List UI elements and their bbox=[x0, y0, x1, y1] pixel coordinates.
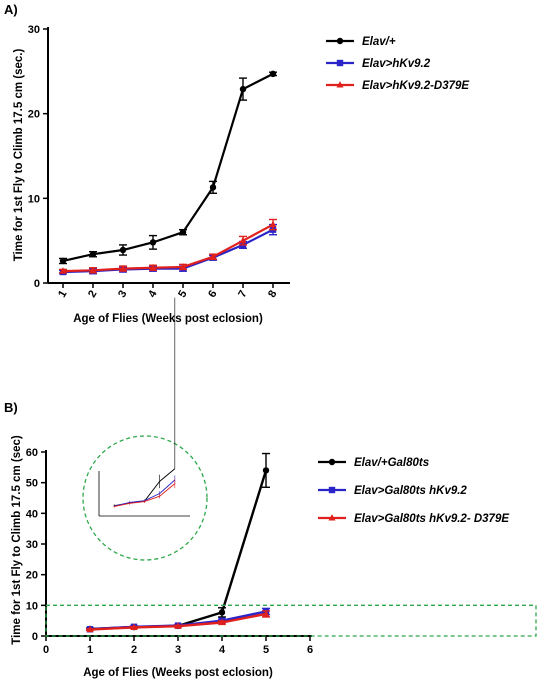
data-point bbox=[269, 220, 277, 228]
data-point bbox=[119, 264, 127, 272]
data-point bbox=[86, 625, 94, 633]
data-point bbox=[262, 467, 270, 474]
chart-a: Time for 1st Fly to Climb 17.5 cm (sec.)… bbox=[13, 24, 469, 325]
legend-label: Elav/+ bbox=[362, 36, 396, 48]
y-tick-label: 50 bbox=[26, 478, 38, 490]
x-tick-label: 7 bbox=[236, 289, 249, 300]
chart-b: Time for 1st Fly to Climb 17.5 cm (sec) … bbox=[11, 297, 537, 679]
data-point bbox=[262, 610, 270, 617]
chart-b-y-axis-label: Time for 1st Fly to Climb 17.5 cm (sec) bbox=[11, 435, 23, 645]
y-tick-label: 10 bbox=[26, 600, 38, 612]
legend-marker bbox=[336, 81, 344, 88]
legend-label: Elav>Gal80ts hKv9.2 bbox=[354, 485, 467, 497]
x-tick-label: 5 bbox=[263, 644, 269, 656]
legend-marker bbox=[328, 514, 336, 521]
data-point bbox=[59, 267, 67, 274]
y-tick-label: 10 bbox=[28, 193, 40, 205]
data-point bbox=[130, 623, 138, 630]
legend-marker bbox=[336, 59, 344, 67]
data-point bbox=[179, 229, 187, 236]
data-point bbox=[59, 257, 67, 265]
x-tick-label: 2 bbox=[131, 644, 137, 656]
x-tick-label: 3 bbox=[116, 289, 129, 300]
y-tick-label: 0 bbox=[34, 278, 40, 290]
zoom-inset-ellipse bbox=[82, 435, 208, 561]
series-2 bbox=[86, 610, 270, 633]
legend-marker bbox=[328, 458, 336, 466]
data-point bbox=[218, 618, 226, 626]
zoom-inset bbox=[82, 297, 208, 561]
x-tick-label: 1 bbox=[87, 644, 93, 656]
legend-label: Elav/+Gal80ts bbox=[354, 457, 429, 469]
data-point bbox=[209, 252, 217, 260]
x-tick-label: 0 bbox=[43, 644, 49, 656]
legend-label: Elav>hKv9.2-D379E bbox=[362, 80, 469, 92]
data-point bbox=[239, 236, 247, 244]
y-tick-label: 0 bbox=[32, 631, 38, 643]
x-tick-label: 2 bbox=[86, 289, 99, 300]
data-point bbox=[149, 263, 157, 271]
panel-b-label: B) bbox=[4, 400, 18, 415]
x-tick-label: 6 bbox=[307, 644, 313, 656]
data-point bbox=[239, 85, 247, 93]
data-point bbox=[218, 609, 226, 616]
y-tick-label: 60 bbox=[26, 447, 38, 459]
x-tick-label: 6 bbox=[206, 289, 219, 300]
x-tick-label: 3 bbox=[175, 644, 181, 656]
legend-marker bbox=[328, 486, 336, 494]
x-tick-label: 1 bbox=[56, 289, 69, 300]
data-point bbox=[269, 70, 277, 78]
data-point bbox=[209, 184, 217, 191]
x-tick-label: 4 bbox=[146, 288, 160, 300]
series-line bbox=[62, 223, 274, 273]
y-tick-label: 20 bbox=[26, 570, 38, 582]
data-point bbox=[89, 266, 97, 273]
chart-a-x-axis-label: Age of Flies (Weeks post eclosion) bbox=[73, 313, 263, 325]
y-tick-label: 40 bbox=[26, 508, 38, 520]
data-point bbox=[119, 246, 127, 254]
panel-a-label: A) bbox=[4, 2, 18, 17]
x-tick-label: 5 bbox=[176, 289, 189, 300]
chart-b-x-axis-label: Age of Flies (Weeks post eclosion) bbox=[83, 667, 273, 679]
data-point bbox=[89, 251, 97, 258]
y-tick-label: 30 bbox=[28, 24, 40, 36]
zoom-highlight-box bbox=[45, 604, 537, 637]
chart-a-y-axis-label: Time for 1st Fly to Climb 17.5 cm (sec.) bbox=[13, 49, 25, 262]
y-tick-label: 30 bbox=[26, 539, 38, 551]
legend-marker bbox=[336, 37, 344, 45]
legend-label: Elav>hKv9.2 bbox=[362, 58, 431, 70]
data-point bbox=[149, 239, 157, 246]
series-2 bbox=[59, 218, 277, 274]
series-line bbox=[62, 72, 274, 263]
data-point bbox=[174, 622, 182, 629]
x-tick-label: 8 bbox=[266, 289, 279, 300]
data-point bbox=[179, 263, 187, 270]
series-0 bbox=[59, 70, 277, 265]
legend-label: Elav>Gal80ts hKv9.2- D379E bbox=[354, 513, 509, 525]
y-tick-label: 20 bbox=[28, 109, 40, 121]
x-tick-label: 4 bbox=[219, 644, 226, 656]
